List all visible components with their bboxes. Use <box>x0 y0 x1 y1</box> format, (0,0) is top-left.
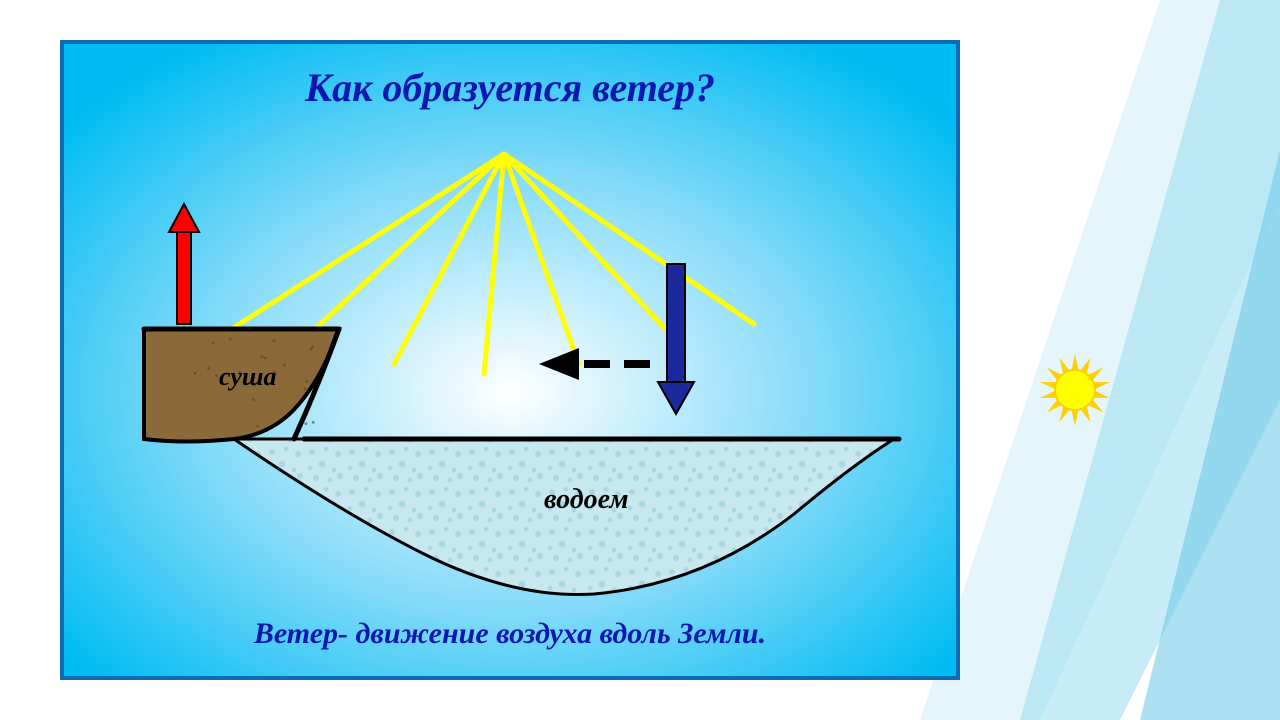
arrow-down-icon <box>658 264 694 414</box>
label-land: суша <box>219 362 277 392</box>
arrow-up-icon <box>169 204 199 324</box>
sun-icon <box>1025 340 1125 440</box>
diagram-panel: Как образуется ветер? суша водоем Ветер-… <box>60 40 960 680</box>
diagram-svg <box>64 44 956 676</box>
diagram-title: Как образуется ветер? <box>64 64 956 111</box>
diagram-subtitle: Ветер- движение воздуха вдоль Земли. <box>64 617 956 651</box>
label-water: водоем <box>544 484 629 516</box>
arrow-left-icon <box>539 348 650 380</box>
water-shape <box>234 439 894 595</box>
slide-background: Как образуется ветер? суша водоем Ветер-… <box>0 0 1280 720</box>
